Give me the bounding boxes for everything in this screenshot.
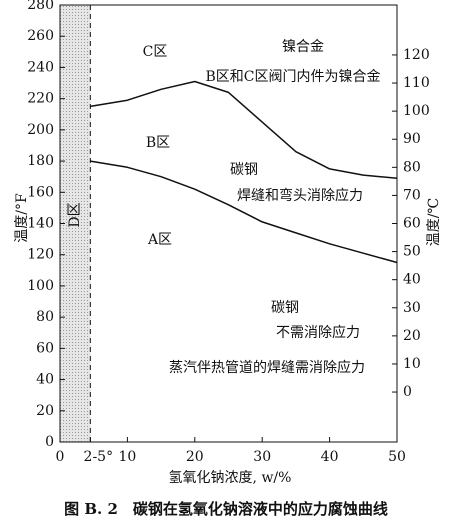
- y2-tick-label: 70: [403, 187, 421, 203]
- y2-tick-label: 10: [403, 356, 421, 372]
- y-tick-label: 160: [27, 184, 54, 200]
- y-tick-label: 120: [27, 247, 54, 263]
- caption: 图 B. 2 碳钢在氢氧化钠溶液中的应力腐蚀曲线: [64, 500, 388, 518]
- annotation: B区和C区阀门内件为镍合金: [206, 69, 381, 85]
- y-tick-label: 20: [36, 403, 54, 419]
- y-tick-label: 60: [36, 340, 54, 356]
- y-tick-label: 280: [27, 0, 54, 13]
- annotation: 焊缝和弯头消除应力: [237, 187, 363, 204]
- x-tick-label: 40: [321, 449, 339, 465]
- y2-tick-label: 40: [403, 272, 421, 288]
- annotation: B区: [146, 135, 170, 151]
- y2-tick-label: 60: [403, 216, 421, 232]
- d-zone: [60, 5, 91, 442]
- y2-tick-label: 120: [403, 47, 430, 63]
- x-tick-label: 30: [253, 449, 271, 465]
- y-tick-label: 200: [27, 122, 54, 138]
- y-tick-label: 100: [27, 278, 54, 294]
- y2-axis-label: 温度/℃: [426, 198, 442, 246]
- y2-tick-label: 20: [403, 328, 421, 344]
- y-tick-label: 260: [27, 28, 54, 44]
- y-tick-label: 180: [27, 153, 54, 169]
- y-tick-label: 240: [27, 59, 54, 75]
- y-tick-label: 220: [27, 91, 54, 107]
- y-tick-label: 40: [36, 372, 54, 388]
- x-axis-label: 氢氧化钠浓度, w/%: [169, 470, 292, 486]
- y2-tick-label: 80: [403, 159, 421, 175]
- x-tick-label: 0: [56, 449, 65, 465]
- y2-tick-label: 100: [403, 103, 430, 119]
- annotation: 碳钢: [271, 300, 299, 316]
- y2-tick-label: 50: [403, 244, 421, 260]
- x-tick-label: 2-5°: [84, 449, 114, 465]
- x-tick-label: 50: [388, 449, 406, 465]
- y2-tick-label: 110: [403, 75, 430, 91]
- y2-tick-label: 90: [403, 131, 421, 147]
- y-tick-label: 140: [27, 216, 54, 232]
- x-tick-label: 20: [186, 449, 204, 465]
- annotation: 碳钢: [230, 162, 258, 178]
- x-tick-label: 10: [118, 449, 136, 465]
- curve: [90, 160, 398, 264]
- y-axis-label: 温度/°F: [14, 193, 30, 243]
- y2-tick-label: 30: [403, 300, 421, 316]
- annotation: C区: [143, 44, 168, 60]
- y2-tick-label: 0: [403, 384, 412, 400]
- annotation: 蒸汽伴热管道的焊缝需消除应力: [169, 359, 365, 376]
- annotation: 镍合金: [282, 39, 324, 55]
- y-tick-label: 0: [45, 434, 54, 450]
- curve: [90, 80, 398, 179]
- y-tick-label: 80: [36, 309, 54, 325]
- annotation: D区: [67, 202, 83, 227]
- annotation: A区: [147, 232, 172, 248]
- annotation: 不需消除应力: [276, 324, 360, 341]
